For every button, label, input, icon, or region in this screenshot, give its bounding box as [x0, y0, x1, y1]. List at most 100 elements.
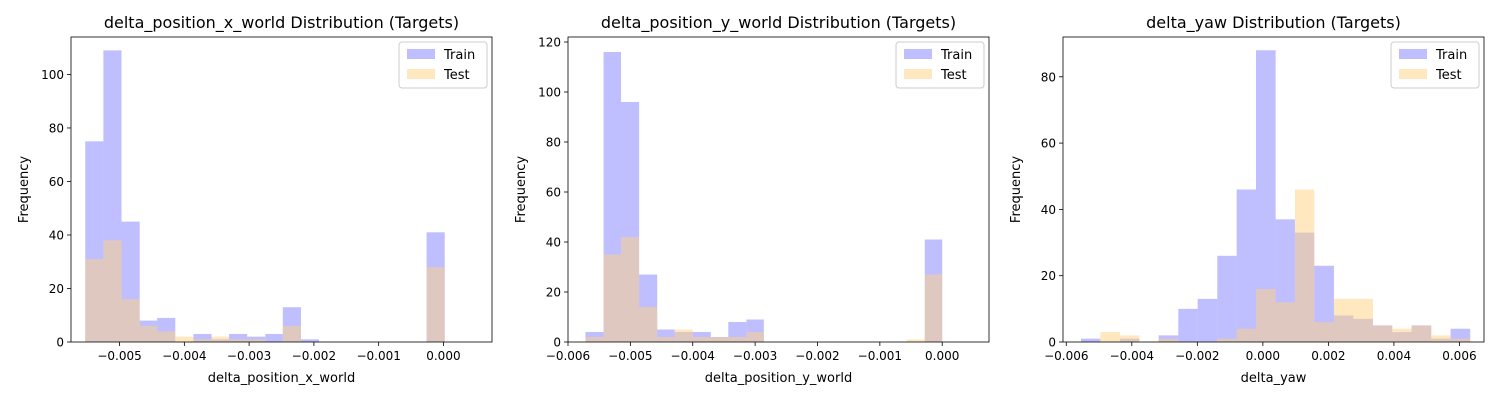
x-axis-label: delta_yaw	[1241, 371, 1307, 386]
histogram-bar	[746, 332, 764, 342]
y-tick-label: 0	[56, 336, 64, 350]
x-tick-label: −0.003	[733, 349, 777, 363]
y-axis-label: Frequency	[1009, 156, 1024, 223]
legend-swatch-train	[904, 49, 932, 59]
x-tick-label: −0.004	[162, 349, 206, 363]
x-tick-label: −0.004	[1110, 349, 1154, 363]
histogram-bar	[265, 333, 283, 342]
histogram-bar	[193, 339, 212, 342]
y-tick-label: 20	[49, 282, 64, 296]
legend: Train Test	[1390, 41, 1480, 89]
histogram-bar	[300, 339, 320, 342]
histogram-bar	[1275, 302, 1295, 342]
chart-panel-1: delta_position_x_world Distribution (Tar…	[17, 13, 493, 386]
histogram-bar	[1217, 338, 1237, 342]
histogram-bar	[603, 254, 622, 342]
x-tick-label: 0.004	[1377, 349, 1411, 363]
histogram-bar	[585, 337, 604, 342]
x-tick-label: −0.006	[546, 349, 590, 363]
y-tick-label: 0	[553, 336, 561, 350]
histogram-bar	[1353, 298, 1373, 342]
histogram-bar	[1158, 338, 1179, 342]
histogram-bar	[247, 339, 266, 342]
legend-label-test: Test	[1435, 68, 1462, 83]
plot-frame	[1062, 36, 1485, 343]
histogram-bar	[692, 337, 711, 342]
histogram-bar	[1411, 325, 1432, 342]
legend-label-train: Train	[443, 48, 475, 63]
y-tick-label: 40	[546, 236, 561, 250]
legend-swatch-test	[904, 69, 932, 79]
y-tick-label: 20	[546, 286, 561, 300]
x-tick-label: −0.006	[1044, 349, 1088, 363]
histogram-bar	[211, 336, 230, 342]
x-axis-label: delta_position_x_world	[208, 371, 355, 386]
y-tick-label: 100	[538, 86, 561, 100]
histogram-bar	[85, 259, 104, 342]
legend-swatch-test	[407, 69, 435, 79]
histogram-bar	[728, 337, 747, 342]
legend-swatch-train	[1399, 49, 1427, 59]
x-tick-label: 0.000	[925, 349, 959, 363]
histogram-bar	[1294, 189, 1315, 342]
histogram-bar	[121, 299, 140, 342]
y-tick-label: 40	[1041, 203, 1056, 217]
series-test	[585, 237, 943, 342]
y-tick-label: 120	[538, 36, 561, 50]
x-tick-label: 0.002	[1311, 349, 1345, 363]
histogram-bar	[906, 339, 925, 342]
x-tick-label: −0.002	[1175, 349, 1219, 363]
y-tick-label: 100	[41, 68, 64, 82]
plot-frame	[70, 36, 493, 343]
y-tick-label: 60	[1041, 137, 1056, 151]
histogram-bar	[1314, 322, 1334, 342]
histogram-bar	[1255, 50, 1276, 342]
histogram-bar	[103, 240, 122, 342]
series-test	[85, 240, 445, 342]
y-tick-label: 0	[1048, 336, 1056, 350]
x-tick-label: −0.001	[356, 349, 400, 363]
y-tick-label: 60	[49, 175, 64, 189]
y-tick-label: 80	[1041, 70, 1056, 84]
legend: Train Test	[895, 41, 985, 89]
x-tick-label: 0.006	[1442, 349, 1476, 363]
chart-title: delta_yaw Distribution (Targets)	[1146, 13, 1401, 33]
histogram-bar	[157, 331, 176, 342]
x-tick-label: −0.001	[858, 349, 902, 363]
x-tick-label: −0.004	[671, 349, 715, 363]
chart-panel-3: delta_yaw Distribution (Targets) −0.006 −0…	[1009, 13, 1485, 386]
histogram-bar	[674, 329, 693, 342]
x-tick-label: 0.000	[426, 349, 460, 363]
histogram-bar	[1392, 328, 1412, 342]
x-tick-label: −0.002	[795, 349, 839, 363]
legend-label-train: Train	[1435, 48, 1467, 63]
histogram-bar	[229, 333, 248, 342]
x-tick-label: −0.002	[292, 349, 336, 363]
histogram-bar	[175, 336, 194, 342]
histogram-bar	[229, 339, 248, 342]
legend-label-train: Train	[940, 48, 972, 63]
histogram-bar	[1236, 328, 1256, 342]
x-axis-label: delta_position_y_world	[705, 371, 852, 386]
histogram-bar	[1236, 189, 1256, 342]
y-axis-label: Frequency	[17, 156, 32, 223]
x-tick-label: −0.005	[97, 349, 141, 363]
histogram-bar	[139, 325, 158, 342]
x-tick-label: −0.005	[608, 349, 652, 363]
histogram-bar	[1100, 332, 1121, 342]
histogram-bar	[282, 325, 301, 342]
chart-title: delta_position_x_world Distribution (Tar…	[104, 13, 459, 33]
y-tick-label: 20	[1041, 269, 1056, 283]
histogram-bar	[1178, 308, 1198, 342]
histogram-bar	[1372, 325, 1393, 342]
y-tick-label: 80	[546, 136, 561, 150]
y-axis-label: Frequency	[514, 156, 529, 223]
histogram-bar	[1197, 298, 1218, 342]
chart-title: delta_position_y_world Distribution (Tar…	[601, 13, 956, 33]
legend-swatch-test	[1399, 69, 1427, 79]
histogram-bar	[1120, 335, 1140, 342]
histogram-bar	[1255, 288, 1276, 342]
x-tick-label: −0.003	[227, 349, 271, 363]
x-tick-label: 0.000	[1246, 349, 1280, 363]
